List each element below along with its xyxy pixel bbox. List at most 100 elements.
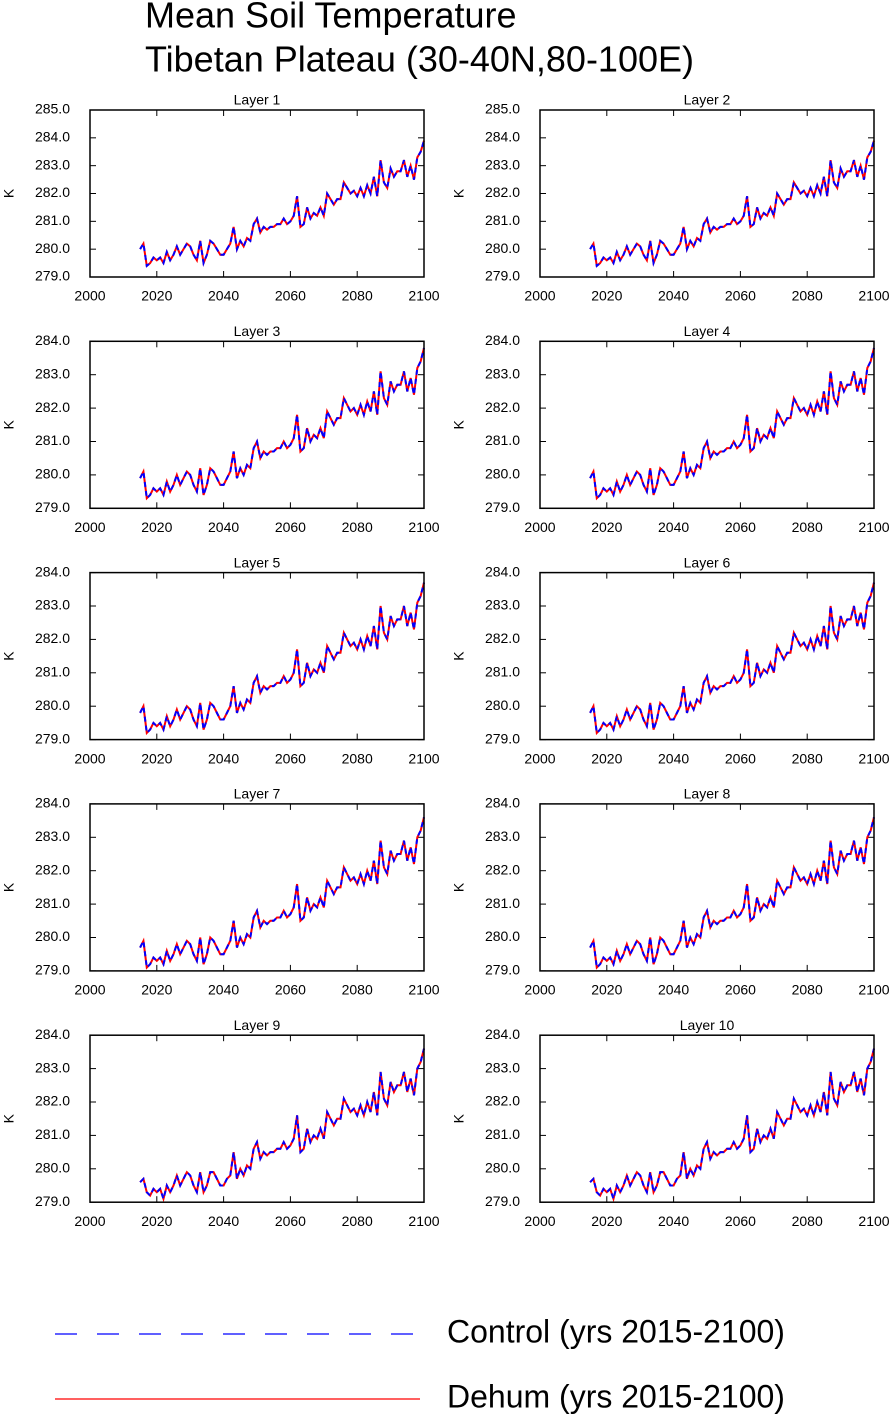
data-line bbox=[589, 817, 875, 970]
x-tick-label: 2100 bbox=[408, 1213, 439, 1229]
y-tick-label: 281.0 bbox=[485, 432, 520, 448]
y-tick-label: 281.0 bbox=[35, 212, 70, 228]
x-tick-label: 2000 bbox=[524, 519, 555, 535]
x-tick-label: 2020 bbox=[141, 982, 172, 998]
y-tick-label: 283.0 bbox=[35, 365, 70, 381]
panel-title: Layer 7 bbox=[234, 786, 281, 802]
plot-frame bbox=[539, 340, 875, 510]
x-tick-label: 2060 bbox=[725, 288, 756, 304]
x-tick-label: 2020 bbox=[591, 288, 622, 304]
y-tick-label: 283.0 bbox=[485, 365, 520, 381]
x-tick-label: 2060 bbox=[275, 519, 306, 535]
x-tick-label: 2000 bbox=[524, 288, 555, 304]
y-tick-label: 281.0 bbox=[485, 664, 520, 680]
figure-title: Mean Soil Temperature bbox=[145, 0, 517, 36]
plot-frame bbox=[539, 1034, 875, 1203]
y-tick-label: 279.0 bbox=[485, 499, 520, 515]
panel-title: Layer 8 bbox=[684, 786, 731, 802]
plot-frame bbox=[539, 803, 875, 972]
x-tick-label: 2000 bbox=[524, 1213, 555, 1229]
legend-label: Control (yrs 2015-2100) bbox=[447, 1313, 785, 1349]
data-line bbox=[139, 1048, 425, 1203]
x-tick-label: 2000 bbox=[74, 519, 105, 535]
panel-title: Layer 5 bbox=[234, 554, 281, 570]
y-axis-label: K bbox=[1, 882, 17, 892]
data-line bbox=[139, 817, 425, 970]
y-tick-label: 283.0 bbox=[35, 156, 70, 172]
y-tick-label: 280.0 bbox=[35, 928, 70, 944]
y-tick-label: 280.0 bbox=[35, 240, 70, 256]
y-tick-label: 283.0 bbox=[35, 597, 70, 613]
y-tick-label: 282.0 bbox=[35, 184, 70, 200]
x-tick-label: 2100 bbox=[408, 750, 439, 766]
data-line bbox=[589, 347, 875, 501]
x-tick-label: 2020 bbox=[591, 519, 622, 535]
x-tick-label: 2000 bbox=[74, 288, 105, 304]
y-tick-label: 279.0 bbox=[485, 730, 520, 746]
panel-title: Layer 9 bbox=[234, 1017, 281, 1033]
y-axis-label: K bbox=[1, 1113, 17, 1123]
y-tick-label: 282.0 bbox=[35, 399, 70, 415]
x-tick-label: 2100 bbox=[858, 750, 889, 766]
y-tick-label: 280.0 bbox=[485, 697, 520, 713]
x-tick-label: 2040 bbox=[208, 982, 239, 998]
x-tick-label: 2040 bbox=[658, 982, 689, 998]
data-line bbox=[139, 140, 425, 268]
x-tick-label: 2020 bbox=[141, 750, 172, 766]
y-tick-label: 282.0 bbox=[485, 399, 520, 415]
y-tick-label: 281.0 bbox=[485, 895, 520, 911]
data-line bbox=[589, 1048, 875, 1203]
y-tick-label: 282.0 bbox=[35, 630, 70, 646]
data-line bbox=[589, 582, 875, 736]
y-tick-label: 280.0 bbox=[485, 240, 520, 256]
y-tick-label: 281.0 bbox=[485, 1126, 520, 1142]
x-tick-label: 2080 bbox=[342, 519, 373, 535]
x-tick-label: 2000 bbox=[524, 982, 555, 998]
x-tick-label: 2060 bbox=[275, 1213, 306, 1229]
y-tick-label: 282.0 bbox=[485, 184, 520, 200]
x-tick-label: 2060 bbox=[725, 982, 756, 998]
x-tick-label: 2100 bbox=[858, 1213, 889, 1229]
y-axis-label: K bbox=[451, 419, 467, 429]
x-tick-label: 2040 bbox=[658, 1213, 689, 1229]
y-tick-label: 284.0 bbox=[485, 795, 520, 811]
y-tick-label: 280.0 bbox=[485, 466, 520, 482]
x-tick-label: 2060 bbox=[725, 519, 756, 535]
y-tick-label: 280.0 bbox=[35, 697, 70, 713]
data-line bbox=[589, 817, 875, 970]
data-line bbox=[139, 1048, 425, 1203]
plot-frame bbox=[539, 109, 875, 278]
plot-frame bbox=[89, 1034, 425, 1203]
y-axis-label: K bbox=[451, 188, 467, 198]
y-tick-label: 280.0 bbox=[485, 1160, 520, 1176]
x-tick-label: 2040 bbox=[658, 288, 689, 304]
x-tick-label: 2100 bbox=[408, 288, 439, 304]
y-tick-label: 279.0 bbox=[485, 268, 520, 284]
x-tick-label: 2080 bbox=[342, 982, 373, 998]
x-tick-label: 2040 bbox=[658, 519, 689, 535]
panel-title: Layer 4 bbox=[684, 323, 731, 339]
x-tick-label: 2020 bbox=[591, 1213, 622, 1229]
data-line bbox=[589, 1048, 875, 1203]
x-tick-label: 2000 bbox=[74, 982, 105, 998]
y-tick-label: 279.0 bbox=[35, 962, 70, 978]
y-tick-label: 281.0 bbox=[485, 212, 520, 228]
panel-title: Layer 1 bbox=[234, 92, 281, 108]
y-tick-label: 283.0 bbox=[35, 1059, 70, 1075]
y-tick-label: 279.0 bbox=[35, 268, 70, 284]
x-tick-label: 2000 bbox=[74, 1213, 105, 1229]
y-tick-label: 282.0 bbox=[485, 861, 520, 877]
y-axis-label: K bbox=[1, 651, 17, 661]
x-tick-label: 2060 bbox=[275, 750, 306, 766]
y-tick-label: 283.0 bbox=[485, 597, 520, 613]
y-tick-label: 281.0 bbox=[35, 895, 70, 911]
x-tick-label: 2040 bbox=[208, 519, 239, 535]
y-tick-label: 280.0 bbox=[485, 928, 520, 944]
y-tick-label: 284.0 bbox=[35, 1026, 70, 1042]
y-tick-label: 284.0 bbox=[485, 129, 520, 145]
data-line bbox=[139, 347, 425, 501]
panel-title: Layer 6 bbox=[684, 554, 731, 570]
y-tick-label: 284.0 bbox=[485, 1026, 520, 1042]
x-tick-label: 2100 bbox=[858, 982, 889, 998]
